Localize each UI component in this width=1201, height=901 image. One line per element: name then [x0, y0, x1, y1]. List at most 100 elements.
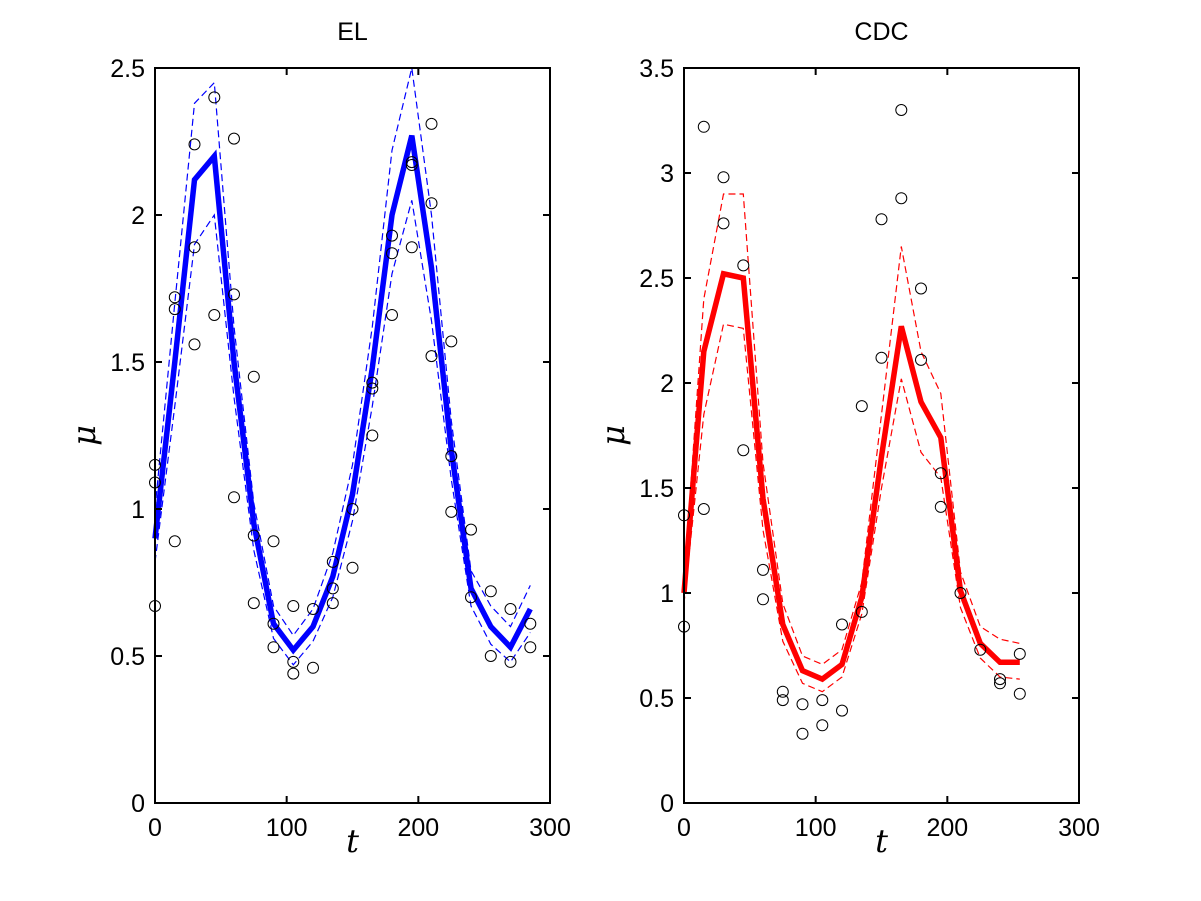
- cdc-y-tick-label: 3.5: [639, 55, 674, 83]
- cdc-observation-point: [697, 503, 710, 515]
- cdc-axes-box: [683, 67, 1080, 804]
- el-observation-point: [484, 585, 497, 598]
- cdc-ticks: 0 100 200 300 0 0.5 1 1.5 2 2.5 3 3.5: [639, 55, 1100, 842]
- el-observation-point: [228, 491, 240, 504]
- el-observation-point: [386, 309, 398, 321]
- cdc-observation-point: [816, 694, 829, 707]
- cdc-observation-point: [895, 104, 908, 116]
- el-observation-point: [228, 132, 240, 145]
- cdc-y-tick-label: 2.5: [639, 265, 674, 293]
- el-plot-area: [155, 68, 550, 803]
- cdc-chart-title: CDC: [854, 18, 908, 46]
- el-observation-point: [445, 335, 458, 348]
- cdc-y-tick-label: 0: [660, 790, 674, 818]
- el-observation-point: [267, 535, 280, 548]
- el-y-tick-label: 0: [131, 790, 145, 818]
- cdc-observation-point: [875, 213, 888, 226]
- el-data-marks: [149, 67, 537, 680]
- cdc-upper-bound-line: [683, 193, 1020, 666]
- cdc-observation-point: [915, 282, 927, 295]
- cdc-observation-point: [855, 605, 868, 618]
- cdc-y-tick-label: 3: [660, 160, 674, 188]
- cdc-observation-point: [934, 467, 947, 480]
- el-observation-point: [405, 156, 418, 169]
- el-mean-line: [152, 134, 533, 655]
- el-observation-point: [247, 597, 260, 610]
- cdc-lower-bound-line: [683, 323, 1020, 693]
- cdc-observation-point: [934, 500, 947, 513]
- el-observation-point: [247, 370, 260, 383]
- cdc-y-tick-label: 0.5: [639, 685, 674, 713]
- el-observation-point: [326, 582, 339, 595]
- cdc-mean-line: [681, 270, 1020, 683]
- cdc-panel: 0 100 200 300 0 0.5 1 1.5 2 2.5 3 3.5 CDC t μ: [594, 18, 1100, 860]
- el-observation-point: [188, 338, 201, 351]
- el-observation-point: [168, 535, 181, 548]
- el-observation-point: [465, 523, 477, 536]
- el-observation-point: [267, 641, 280, 654]
- el-observation-point: [425, 117, 438, 130]
- el-observation-point: [188, 241, 201, 254]
- cdc-observation-point: [737, 259, 750, 272]
- el-observation-point: [445, 450, 458, 463]
- el-observation-point: [208, 91, 221, 104]
- el-observation-point: [326, 597, 339, 610]
- cdc-observation-point: [1013, 647, 1026, 660]
- el-y-tick-label: 2: [131, 202, 145, 230]
- el-observation-point: [208, 309, 221, 321]
- el-chart-title: EL: [337, 18, 368, 46]
- cdc-observation-point: [836, 704, 848, 717]
- cdc-observation-point: [954, 587, 967, 599]
- el-y-tick-label: 1: [131, 496, 145, 524]
- el-observation-point: [366, 382, 379, 395]
- el-observation-point: [366, 376, 379, 389]
- cdc-observation-point: [796, 727, 809, 740]
- cdc-x-tick-label: 0: [677, 814, 691, 842]
- el-y-tick-label: 0.5: [110, 643, 145, 671]
- el-observation-point: [484, 650, 497, 662]
- el-y-axis-label: μ: [65, 425, 103, 446]
- el-observation-point: [504, 655, 517, 668]
- el-upper-bound-line: [154, 67, 531, 637]
- cdc-y-tick-label: 2: [660, 370, 674, 398]
- el-observation-point: [386, 247, 398, 260]
- el-observation-point: [287, 600, 300, 612]
- el-observation-point: [386, 229, 398, 242]
- el-x-axis-label: t: [346, 822, 359, 860]
- el-observation-point: [524, 617, 537, 630]
- cdc-observation-point: [1013, 687, 1026, 700]
- el-observation-point: [445, 505, 458, 518]
- el-observation-point: [287, 667, 300, 680]
- cdc-observation-point: [816, 719, 829, 732]
- cdc-observation-point: [875, 351, 888, 364]
- el-x-tick-label: 100: [266, 814, 308, 842]
- cdc-observation-point: [776, 685, 789, 698]
- el-lower-bound-line: [154, 200, 531, 666]
- cdc-observation-point: [974, 643, 987, 656]
- cdc-observation-point: [994, 677, 1006, 690]
- el-x-tick-label: 200: [397, 814, 439, 842]
- el-observation-point: [346, 503, 359, 515]
- el-x-tick-label: 0: [148, 814, 162, 842]
- el-observation-point: [425, 197, 438, 210]
- el-observation-point: [168, 303, 181, 316]
- el-panel: 0 100 200 300 0 0.5 1 1.5 2 2.5 EL t μ: [65, 18, 571, 860]
- cdc-observation-point: [855, 400, 868, 413]
- cdc-y-tick-label: 1.5: [639, 475, 674, 503]
- el-observation-point: [405, 241, 418, 254]
- el-axes-box: [154, 67, 551, 804]
- el-observation-point: [524, 641, 537, 654]
- cdc-observation-point: [697, 120, 710, 133]
- cdc-observation-point: [776, 694, 789, 707]
- el-observation-point: [247, 529, 260, 542]
- el-observation-point: [366, 429, 379, 442]
- el-observation-point: [326, 555, 339, 568]
- el-y-tick-label: 2.5: [110, 55, 145, 83]
- el-observation-point: [425, 350, 438, 363]
- cdc-observation-point: [757, 593, 769, 606]
- el-observation-point: [346, 561, 359, 574]
- cdc-observation-point: [895, 192, 908, 205]
- el-observation-point: [188, 138, 201, 151]
- el-observation-point: [267, 617, 280, 630]
